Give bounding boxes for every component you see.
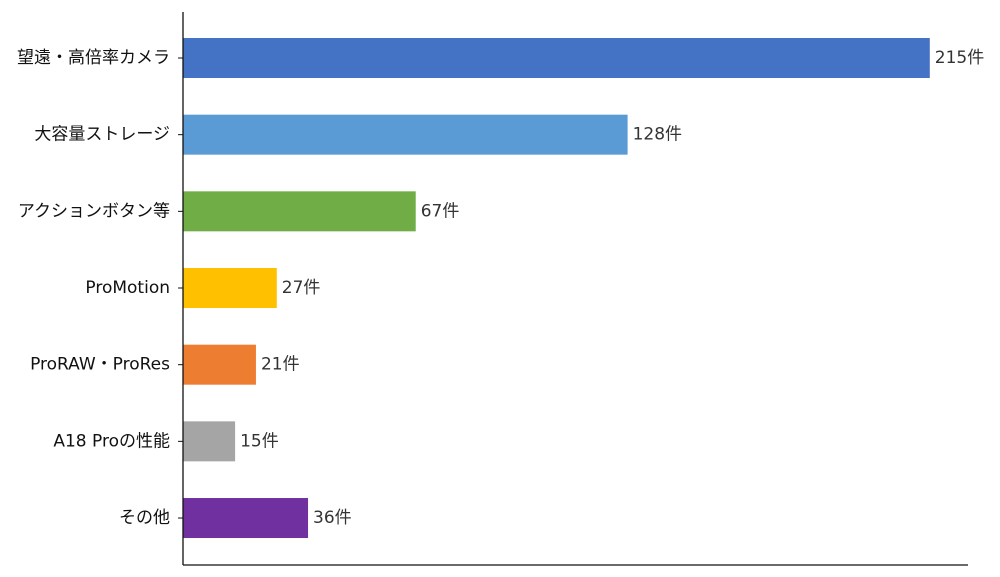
y-tick-label: アクションボタン等 [18,201,170,221]
y-tick-label: その他 [119,508,170,528]
value-label: 27件 [282,278,321,298]
y-tick-label: 望遠・高倍率カメラ [17,48,170,68]
y-tick-label: ProMotion [85,278,170,298]
value-label: 67件 [421,201,460,221]
y-tick-label: 大容量ストレージ [34,125,170,145]
bar [183,268,277,309]
value-label: 215件 [935,48,984,68]
bar [183,191,416,232]
bar [183,38,930,78]
bar [183,344,256,385]
bar [183,421,236,462]
y-tick-label: ProRAW・ProRes [30,355,170,375]
value-label: 128件 [633,125,682,145]
value-label: 21件 [261,355,300,375]
bar [183,498,309,539]
y-tick-label: A18 Proの性能 [53,431,170,451]
value-label: 36件 [313,508,352,528]
value-label: 15件 [240,431,279,451]
bar [183,114,628,155]
